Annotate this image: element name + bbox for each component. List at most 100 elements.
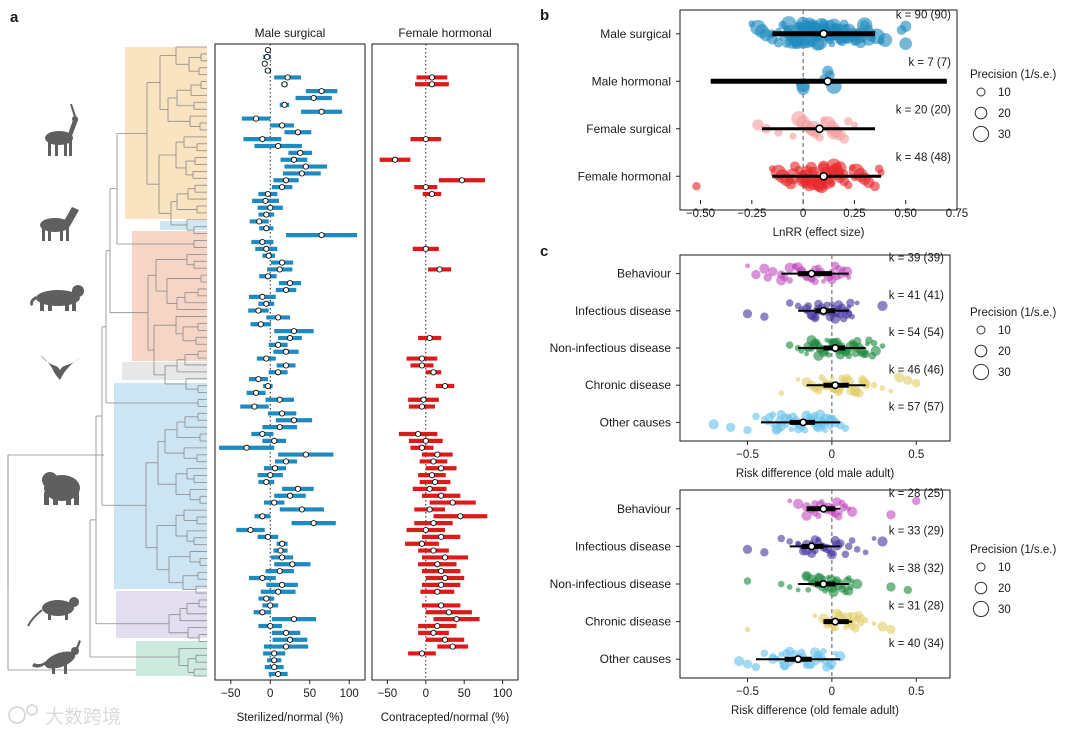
forest-point	[298, 170, 305, 177]
forest-point	[263, 355, 270, 362]
forest-point	[283, 362, 290, 369]
data-point	[870, 381, 878, 389]
k-count-label: k = 40 (34)	[889, 638, 944, 650]
forest-point	[284, 74, 291, 81]
forest-point	[276, 266, 283, 273]
watermark: 大数跨境	[8, 704, 121, 728]
forest-point	[264, 53, 271, 60]
data-point	[871, 536, 877, 541]
x-tick-label: −50	[378, 688, 398, 700]
data-point	[841, 550, 850, 559]
data-point	[877, 621, 888, 632]
data-point	[780, 661, 789, 671]
forest-point	[286, 334, 294, 342]
data-point	[828, 415, 836, 422]
data-point	[848, 537, 856, 544]
forest-point	[298, 506, 305, 513]
clade-band-carnivores	[132, 231, 207, 361]
data-point	[812, 177, 827, 192]
forest-point	[302, 163, 309, 170]
data-point	[785, 299, 794, 307]
data-point	[860, 377, 868, 384]
data-point	[804, 302, 812, 310]
forest-point	[302, 451, 309, 458]
data-point	[912, 379, 921, 388]
forest-point	[259, 513, 266, 520]
data-point	[903, 585, 913, 595]
forest-plot-male: Male surgical −50 0 50 100 Sterilized/normal …	[218, 26, 359, 724]
data-point	[846, 298, 855, 308]
animal-silhouettes	[27, 104, 84, 674]
forest-point	[279, 184, 286, 191]
kangaroo-icon	[32, 640, 81, 674]
panel-b-frame	[679, 9, 958, 211]
panel-c-female-plot: Behaviour k = 28 (25) Infectious disease k …	[550, 488, 1057, 717]
category-label: Infectious disease	[575, 539, 671, 553]
data-point	[833, 161, 847, 174]
data-point	[828, 586, 839, 597]
data-point	[764, 412, 775, 423]
data-point	[837, 510, 843, 516]
data-point	[744, 626, 751, 633]
forest-point	[418, 540, 425, 547]
data-point	[778, 390, 785, 396]
data-point	[851, 624, 860, 633]
data-point	[821, 279, 826, 284]
panel-a-letter: a	[10, 9, 19, 26]
legend-label: 20	[998, 108, 1011, 120]
forest-point	[438, 568, 445, 575]
category-label: Other causes	[600, 652, 671, 666]
clade-band-bats	[122, 362, 207, 380]
forest-point	[434, 622, 441, 630]
x-tick-label: 0	[267, 688, 273, 700]
data-point	[850, 387, 861, 397]
forest-point	[294, 485, 301, 492]
data-point	[845, 542, 853, 551]
data-point	[795, 540, 801, 547]
forest-point	[290, 417, 297, 424]
data-point	[843, 373, 851, 382]
forest-point	[449, 643, 456, 650]
forest-point	[257, 321, 264, 328]
forest-point	[289, 561, 296, 568]
x-tick-label: 0	[423, 688, 429, 700]
data-point	[877, 37, 885, 45]
data-point	[832, 497, 842, 507]
data-point	[777, 534, 785, 543]
data-point	[839, 133, 850, 144]
data-point	[810, 36, 825, 51]
forest-point	[283, 458, 290, 465]
data-point	[888, 388, 894, 394]
clade-band-ungulates	[125, 47, 207, 219]
data-point	[771, 425, 781, 435]
legend-size-icon	[974, 106, 988, 120]
category-label: Male surgical	[600, 27, 671, 41]
forest-point	[271, 650, 278, 657]
data-point	[733, 656, 745, 667]
mean-estimate	[819, 171, 829, 181]
forest-point	[438, 492, 445, 499]
forest-title: Male surgical	[255, 26, 326, 40]
k-count-label: k = 90 (90)	[896, 10, 951, 22]
clade-band-equids	[160, 221, 207, 230]
data-point	[786, 584, 793, 590]
x-axis-label: Risk difference (old male adult)	[736, 468, 894, 480]
forest-point	[430, 629, 437, 636]
forest-point	[310, 94, 317, 102]
forest-point	[418, 403, 425, 410]
forest-point	[426, 334, 433, 342]
x-tick-label: 0	[829, 686, 835, 698]
forest-point	[283, 177, 290, 184]
forest-point	[263, 225, 270, 232]
legend-label: 30	[998, 129, 1011, 141]
forest-point	[279, 540, 286, 547]
forest-point	[275, 142, 282, 150]
data-point	[827, 338, 834, 345]
forest-point	[426, 485, 433, 492]
x-tick-label: 50	[458, 688, 471, 700]
data-point	[856, 618, 865, 627]
data-point	[805, 587, 812, 593]
data-point	[824, 586, 830, 592]
forest-point	[281, 101, 288, 108]
forest-point	[264, 273, 271, 280]
